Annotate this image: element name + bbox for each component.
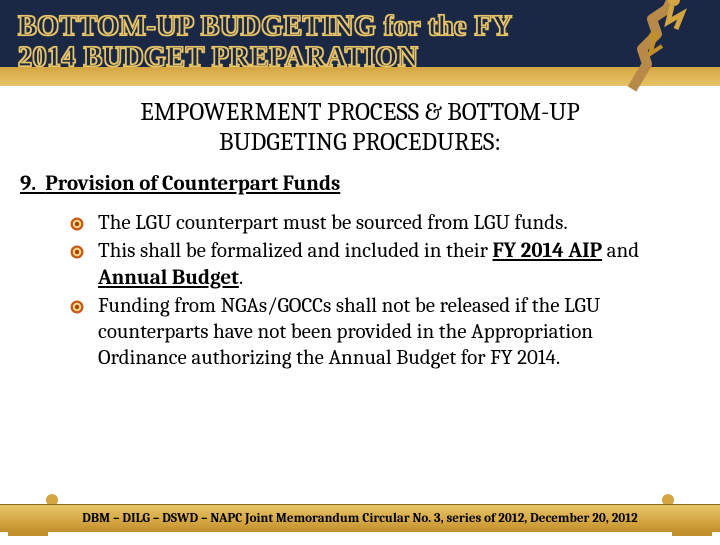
title-line-2: 2014 BUDGET PREPARATION bbox=[18, 42, 418, 73]
text-bold: FY 2014 AIP bbox=[493, 239, 603, 263]
list-item: This shall be formalized and included in… bbox=[70, 238, 670, 291]
list-item: The LGU counterpart must be sourced from… bbox=[70, 210, 670, 236]
bullet-icon bbox=[70, 217, 84, 231]
bullet-text: The LGU counterpart must be sourced from… bbox=[98, 210, 568, 236]
bullet-text: Funding from NGAs/GOCCs shall not be rel… bbox=[98, 293, 670, 372]
text-span: This shall be formalized and included in… bbox=[98, 239, 493, 263]
header-decor-icon bbox=[612, 0, 712, 94]
footer-band: DBM – DILG – DSWD – NAPC Joint Memorandu… bbox=[0, 504, 720, 532]
text-span: The LGU counterpart must be sourced from… bbox=[98, 211, 568, 235]
list-item: Funding from NGAs/GOCCs shall not be rel… bbox=[70, 293, 670, 372]
header-band: BOTTOM-UP BUDGETING for the FY 2014 BUDG… bbox=[0, 0, 720, 86]
section-title: Provision of Counterpart Funds bbox=[45, 172, 340, 196]
text-bold: Annual Budget bbox=[98, 266, 239, 290]
text-span: . bbox=[239, 266, 243, 290]
bullet-icon bbox=[70, 245, 84, 259]
subtitle-line-2: BUDGETING PROCEDURES: bbox=[219, 128, 501, 157]
subtitle: EMPOWERMENT PROCESS & BOTTOM-UP BUDGETIN… bbox=[40, 98, 680, 158]
text-span: Funding from NGAs/GOCCs shall not be rel… bbox=[98, 294, 600, 371]
footer-text: DBM – DILG – DSWD – NAPC Joint Memorandu… bbox=[82, 511, 638, 526]
subtitle-line-1: EMPOWERMENT PROCESS & BOTTOM-UP bbox=[140, 98, 580, 127]
bullet-text: This shall be formalized and included in… bbox=[98, 238, 670, 291]
section-number: 9. bbox=[20, 172, 36, 196]
bullet-icon bbox=[70, 300, 84, 314]
bullet-list: The LGU counterpart must be sourced from… bbox=[70, 210, 670, 372]
slide-title: BOTTOM-UP BUDGETING for the FY 2014 BUDG… bbox=[18, 12, 513, 74]
text-span: and bbox=[602, 239, 639, 263]
title-line-1: BOTTOM-UP BUDGETING for the FY bbox=[18, 11, 513, 42]
section-heading: 9. Provision of Counterpart Funds bbox=[20, 172, 700, 196]
